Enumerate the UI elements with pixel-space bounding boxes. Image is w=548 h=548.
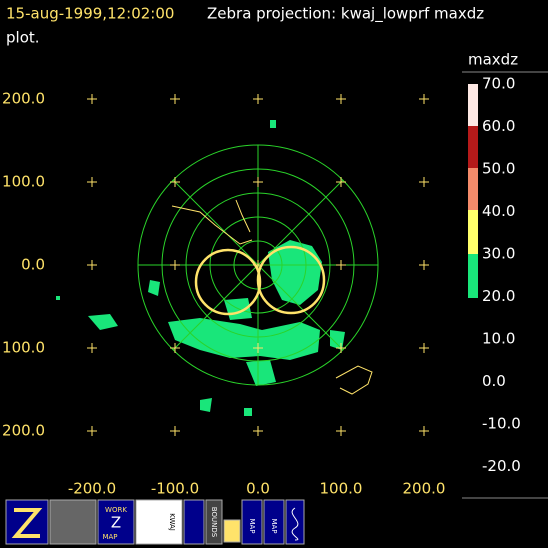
rings-button[interactable] [183, 499, 205, 545]
x-label: 200.0 [403, 480, 446, 498]
grid-cross [419, 260, 429, 270]
grid-cross [253, 343, 263, 353]
legend-label: 70.0 [482, 75, 515, 93]
legend-label: 20.0 [482, 287, 515, 305]
button-label: Z [111, 514, 121, 532]
header-title-cont: plot. [6, 29, 40, 47]
image-button[interactable] [49, 499, 97, 545]
legend-label: -20.0 [482, 457, 521, 475]
grid-cross [253, 177, 263, 187]
grid-cross [87, 343, 97, 353]
y-label: 200.0 [2, 90, 45, 108]
map-button[interactable] [241, 499, 263, 545]
y-label: 100.0 [2, 173, 45, 191]
x-label: -100.0 [151, 480, 199, 498]
grid-cross [87, 177, 97, 187]
grid-cross [170, 260, 180, 270]
legend-label: -10.0 [482, 415, 521, 433]
y-label: 200.0 [2, 422, 45, 440]
workmap-button[interactable] [97, 499, 135, 545]
toolbar: WORK Z MAP KWAJ BOUNDS MAP MAP [5, 499, 305, 545]
legend-label: 40.0 [482, 202, 515, 220]
legend-label: 0.0 [482, 372, 506, 390]
loop-button[interactable] [285, 499, 305, 545]
x-label: -200.0 [68, 480, 116, 498]
grid-cross [253, 260, 263, 270]
legend-label: 60.0 [482, 117, 515, 135]
grid-cross [87, 94, 97, 104]
grid-cross [170, 426, 180, 436]
grid-cross [336, 343, 346, 353]
button-label: MAP [270, 518, 278, 533]
x-labels: -200.0 -100.0 0.0 100.0 200.0 [68, 480, 446, 498]
grid-cross [170, 94, 180, 104]
grid-cross [419, 343, 429, 353]
coastlines [171, 199, 373, 395]
legend: maxdz 70.0 60.0 50.0 40.0 30.0 20.0 10.0 0.0 -10… [462, 51, 548, 499]
bounds-button[interactable] [205, 499, 223, 545]
legend-title: maxdz [468, 51, 518, 69]
grid-cross [170, 343, 180, 353]
grid-button[interactable] [223, 519, 241, 543]
legend-label: 50.0 [482, 160, 515, 178]
header-title: Zebra projection: kwaj_lowprf maxdz [207, 5, 484, 24]
grid-cross [87, 260, 97, 270]
x-label: 0.0 [246, 480, 270, 498]
grid-cross [87, 426, 97, 436]
button-label: MAP [102, 533, 117, 541]
y-labels: 200.0 100.0 0.0 100.0 200.0 [2, 90, 45, 440]
button-label: BOUNDS [210, 507, 218, 538]
grid-cross [419, 177, 429, 187]
grid-cross [336, 94, 346, 104]
grid-crosses [87, 94, 429, 436]
y-label: 100.0 [2, 339, 45, 357]
kwaj-button[interactable] [135, 499, 183, 545]
grid-cross [170, 177, 180, 187]
x-label: 100.0 [320, 480, 363, 498]
header-time: 15-aug-1999,12:02:00 [6, 5, 174, 23]
grid-cross [253, 94, 263, 104]
button-label: WORK [105, 506, 127, 514]
grid-cross [419, 426, 429, 436]
grid-cross [336, 426, 346, 436]
grid-cross [336, 177, 346, 187]
button-label: MAP [248, 518, 256, 533]
legend-label: 10.0 [482, 330, 515, 348]
grid-cross [336, 260, 346, 270]
usmap-button[interactable] [263, 499, 285, 545]
grid-cross [419, 94, 429, 104]
legend-label: 30.0 [482, 245, 515, 263]
grid-cross [253, 426, 263, 436]
y-label: 0.0 [21, 256, 45, 274]
button-label: KWAJ [168, 513, 176, 531]
